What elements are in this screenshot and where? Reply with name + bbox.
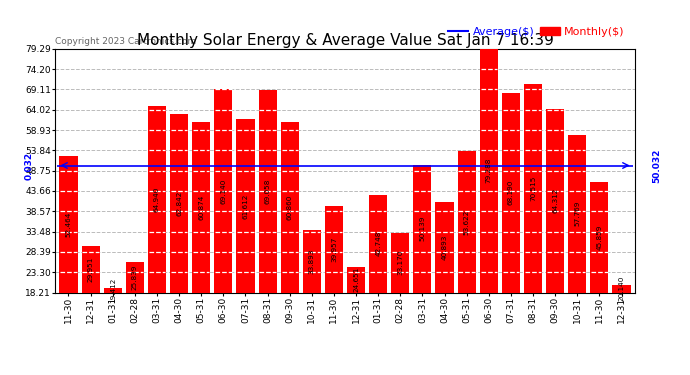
Bar — [59, 156, 77, 292]
Text: 39.957: 39.957 — [331, 236, 337, 262]
Text: 0.032: 0.032 — [24, 152, 33, 180]
Bar — [281, 122, 299, 292]
Text: 68.190: 68.190 — [508, 180, 514, 206]
Bar — [480, 49, 498, 292]
Text: 33.170: 33.170 — [397, 250, 404, 275]
Text: 57.769: 57.769 — [574, 201, 580, 226]
Bar — [104, 288, 122, 292]
Text: 69.140: 69.140 — [220, 178, 226, 204]
Bar — [369, 195, 387, 292]
Bar — [325, 206, 343, 292]
Text: 79.288: 79.288 — [486, 158, 492, 183]
Text: 60.860: 60.860 — [286, 195, 293, 220]
Text: 69.058: 69.058 — [264, 178, 270, 204]
Text: 70.515: 70.515 — [530, 176, 536, 201]
Text: 61.612: 61.612 — [242, 193, 248, 219]
Text: 42.748: 42.748 — [375, 231, 381, 256]
Text: 50.032: 50.032 — [653, 148, 662, 183]
Title: Monthly Solar Energy & Average Value Sat Jan 7 16:39: Monthly Solar Energy & Average Value Sat… — [137, 33, 553, 48]
Text: 24.651: 24.651 — [353, 267, 359, 292]
Text: 50.139: 50.139 — [420, 216, 426, 242]
Bar — [347, 267, 365, 292]
Text: 62.842: 62.842 — [176, 191, 182, 216]
Bar — [391, 233, 409, 292]
Bar — [413, 165, 431, 292]
Bar — [170, 114, 188, 292]
Bar — [259, 90, 277, 292]
Text: 52.464: 52.464 — [66, 211, 72, 237]
Text: 53.622: 53.622 — [464, 209, 470, 234]
Bar — [457, 151, 475, 292]
Text: 40.893: 40.893 — [442, 234, 448, 260]
Bar — [126, 262, 144, 292]
Text: 33.893: 33.893 — [309, 249, 315, 274]
Bar — [502, 93, 520, 292]
Text: 25.839: 25.839 — [132, 265, 138, 290]
Bar — [148, 106, 166, 292]
Bar — [192, 122, 210, 292]
Bar — [215, 89, 233, 292]
Bar — [524, 84, 542, 292]
Text: 64.312: 64.312 — [552, 188, 558, 213]
Bar — [303, 230, 321, 292]
Text: 19.412: 19.412 — [110, 278, 116, 303]
Text: 29.951: 29.951 — [88, 256, 94, 282]
Bar — [435, 202, 453, 292]
Bar — [568, 135, 586, 292]
Text: 20.140: 20.140 — [618, 276, 624, 302]
Bar — [613, 285, 631, 292]
Text: 60.874: 60.874 — [198, 195, 204, 220]
Text: Copyright 2023 Cartronics.com: Copyright 2023 Cartronics.com — [55, 38, 197, 46]
Bar — [591, 182, 609, 292]
Bar — [546, 108, 564, 292]
Legend: Average($), Monthly($): Average($), Monthly($) — [444, 22, 629, 42]
Text: 45.859: 45.859 — [596, 225, 602, 250]
Bar — [81, 246, 99, 292]
Bar — [237, 119, 255, 292]
Text: 64.940: 64.940 — [154, 187, 160, 212]
